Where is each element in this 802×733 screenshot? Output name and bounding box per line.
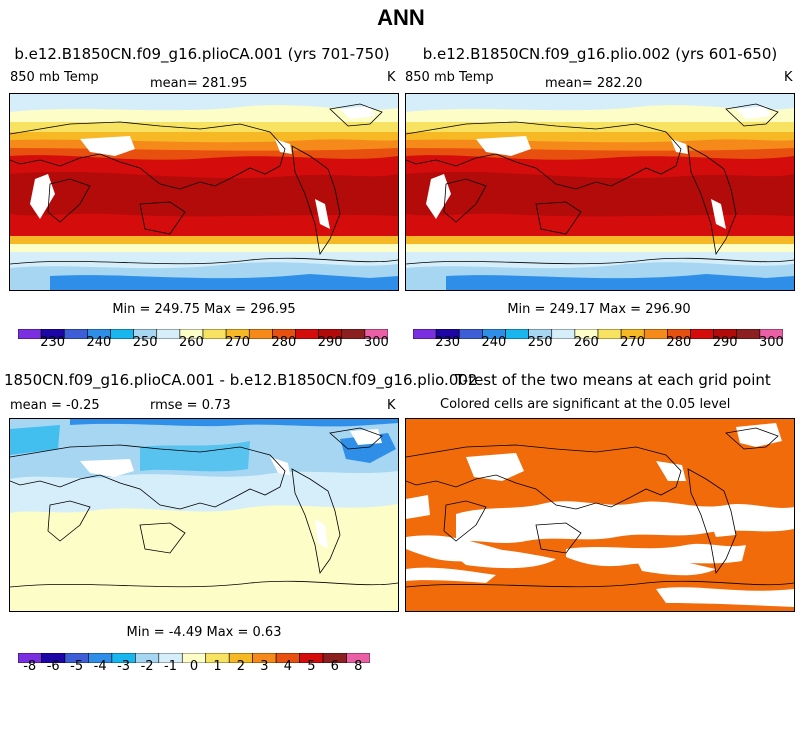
colorbar-panel-1: [17, 324, 389, 340]
panel-2-units-label: K: [784, 70, 793, 85]
colorbar-tick-label: -3: [117, 659, 131, 674]
colorbar-tick-label: 0: [189, 659, 199, 674]
colorbar-tick-label: 280: [271, 335, 297, 350]
colorbar-tick-label: 240: [86, 335, 112, 350]
panel-1-variable-label: 850 mb Temp: [10, 70, 99, 85]
panel-2-map: [405, 93, 795, 291]
colorbar-tick-label: 230: [435, 335, 461, 350]
colorbar-tick-label: -4: [93, 659, 107, 674]
colorbar-tick-label: 4: [283, 659, 292, 674]
colorbar-panel-1-labels: 230 240 250 260 270 280 290 300: [18, 335, 389, 351]
panel-1-map: [9, 93, 399, 291]
colorbar-tick-label: -5: [70, 659, 84, 674]
panel-3-min-max: Min = -4.49 Max = 0.63: [126, 625, 282, 640]
panel-2-mean-label: mean= 282.20: [545, 76, 643, 91]
colorbar-tick-label: -1: [164, 659, 178, 674]
colorbar-tick-label: 280: [666, 335, 692, 350]
colorbar-tick-label: 300: [759, 335, 784, 350]
colorbar-tick-label: 230: [40, 335, 66, 350]
colorbar-panel-3-labels: -8 -6 -5 -4 -3 -2 -1 0 1 2 3 4 5 6 8: [18, 659, 370, 675]
panel-4-map: [405, 418, 795, 612]
panel-3-mean-label: mean = -0.25: [10, 398, 100, 413]
panel-1-title: b.e12.B1850CN.f09_g16.plioCA.001 (yrs 70…: [14, 45, 390, 63]
colorbar-tick-label: 250: [527, 335, 553, 350]
colorbar-tick-label: 260: [574, 335, 599, 350]
panel-2-min-max: Min = 249.17 Max = 296.90: [507, 302, 691, 317]
colorbar-tick-label: 270: [225, 335, 251, 350]
colorbar-tick-label: 290: [317, 335, 343, 350]
colorbar-tick-label: -8: [23, 659, 37, 674]
colorbar-tick-label: 2: [236, 659, 246, 674]
panel-3-units-label: K: [387, 398, 396, 413]
colorbar-tick-label: 260: [179, 335, 204, 350]
panel-4-subtitle: Colored cells are significant at the 0.0…: [440, 397, 731, 412]
colorbar-tick-label: 270: [620, 335, 646, 350]
colorbar-tick-label: 3: [260, 659, 269, 674]
panel-3-rmse-label: rmse = 0.73: [150, 398, 231, 413]
colorbar-tick-label: 8: [354, 659, 363, 674]
colorbar-panel-2-labels: 230 240 250 260 270 280 290 300: [413, 335, 784, 351]
panel-1-units-label: K: [387, 70, 396, 85]
panel-3-title: 1850CN.f09_g16.plioCA.001 - b.e12.B1850C…: [4, 371, 478, 389]
main-title: ANN: [377, 5, 425, 30]
colorbar-tick-label: 290: [712, 335, 738, 350]
panel-1-mean-label: mean= 281.95: [150, 76, 248, 91]
panel-1-min-max: Min = 249.75 Max = 296.95: [112, 302, 296, 317]
colorbar-tick-label: 250: [132, 335, 158, 350]
colorbar-panel-2: [412, 324, 784, 340]
colorbar-tick-label: 240: [481, 335, 507, 350]
panel-4-title: T-test of the two means at each grid poi…: [455, 371, 771, 389]
panel-2-title: b.e12.B1850CN.f09_g16.plio.002 (yrs 601-…: [422, 45, 778, 63]
colorbar-tick-label: -6: [46, 659, 60, 674]
colorbar-tick-label: 1: [213, 659, 222, 674]
colorbar-tick-label: 300: [364, 335, 389, 350]
colorbar-panel-3: [17, 648, 371, 664]
colorbar-tick-label: 6: [330, 659, 339, 674]
colorbar-tick-label: -2: [140, 659, 154, 674]
panel-3-map: [9, 418, 399, 612]
panel-2-variable-label: 850 mb Temp: [405, 70, 494, 85]
colorbar-tick-label: 5: [307, 659, 316, 674]
